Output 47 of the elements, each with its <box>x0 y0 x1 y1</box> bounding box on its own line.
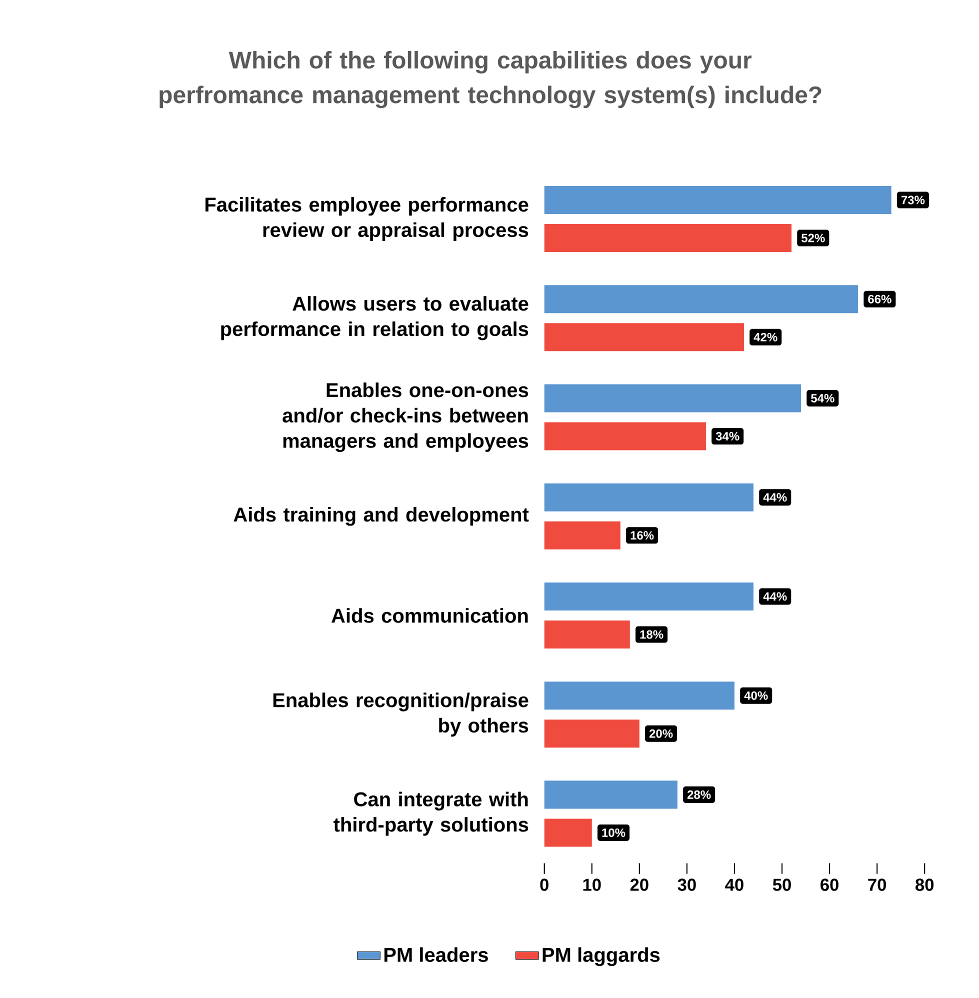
y-tick-label: Facilitates employee performance review or appraisal process <box>205 197 528 242</box>
data-label: 16% <box>630 531 654 540</box>
data-label: 66% <box>868 294 892 304</box>
x-tick-label: 60 <box>820 878 838 891</box>
y-tick-label: Aids training and development <box>234 506 529 526</box>
y-tick-label: Aids communication <box>331 608 528 623</box>
bar <box>544 384 801 412</box>
y-tick-label: Enables recognition/praise by others <box>273 692 528 737</box>
bar <box>544 582 754 610</box>
data-label: 44% <box>763 592 787 601</box>
y-tick-label: Allows users to evaluate performance in relation to goals <box>220 296 528 340</box>
bar <box>544 780 678 809</box>
data-label: 52% <box>801 234 825 242</box>
legend-label: PM laggards <box>542 947 660 966</box>
data-label: 20% <box>649 729 673 738</box>
data-label: 18% <box>640 630 664 639</box>
x-tick-label: 40 <box>724 878 744 891</box>
data-label: 10% <box>602 828 626 837</box>
bar <box>544 682 734 710</box>
bar <box>544 224 792 252</box>
x-tick-label: 0 <box>540 878 548 891</box>
bar <box>544 818 592 847</box>
bar <box>544 521 620 550</box>
bar <box>544 285 858 314</box>
x-tick-label: 50 <box>772 878 791 891</box>
x-tick-label: 10 <box>583 878 601 891</box>
data-label: 73% <box>901 196 924 204</box>
x-tick-label: 80 <box>915 878 934 891</box>
y-tick-label: Enables one-on-ones and/or check-ins between managers and employees <box>282 382 528 452</box>
legend-label: PM leaders <box>384 947 488 962</box>
x-tick-label: 20 <box>630 878 648 891</box>
data-label: 44% <box>763 493 787 502</box>
data-label: 40% <box>744 691 768 700</box>
bar <box>544 186 892 214</box>
data-label: 34% <box>716 432 740 441</box>
x-tick-label: 70 <box>868 878 886 891</box>
data-label: 54% <box>810 394 834 402</box>
data-label: 42% <box>754 332 778 342</box>
bar <box>544 422 706 450</box>
bar <box>544 620 630 648</box>
bar <box>544 483 754 512</box>
bar <box>544 720 640 748</box>
chart-title: Which of the following capabilities does your perfromance management technology system(s) include? <box>159 51 822 108</box>
bar <box>544 323 744 352</box>
y-tick-label: Can integrate with third-party solutions <box>333 792 528 836</box>
data-label: 28% <box>687 790 711 799</box>
x-tick-label: 30 <box>678 878 696 891</box>
